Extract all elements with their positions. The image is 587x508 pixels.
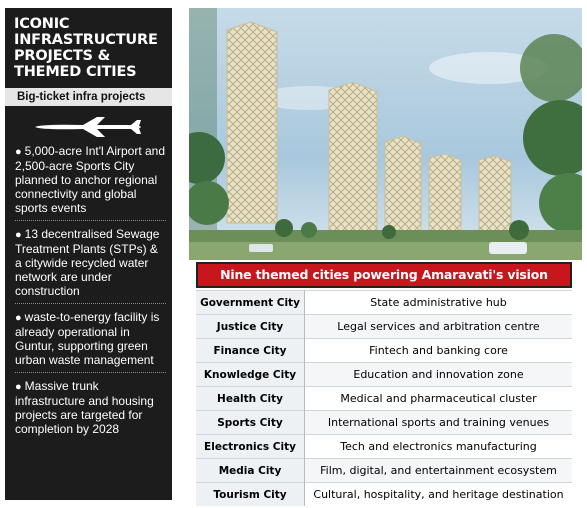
point-text: 13 decentralised Sewage Treatment Plants… — [15, 227, 160, 298]
cities-table: Government City State administrative hub … — [196, 290, 572, 506]
points-list: ● 5,000-acre Int'l Airport and 2,500-acre… — [5, 138, 172, 441]
city-desc: Cultural, hospitality, and heritage dest… — [304, 482, 572, 506]
city-desc: Film, digital, and entertainment ecosyst… — [304, 458, 572, 483]
city-desc: Legal services and arbitration centre — [304, 314, 572, 339]
table-row: Health City Medical and pharmaceutical cl… — [196, 386, 572, 411]
skyline-image — [189, 8, 582, 260]
city-desc: Fintech and banking core — [304, 338, 572, 363]
city-name: Finance City — [196, 338, 305, 363]
table-row: Tourism City Cultural, hospitality, and h… — [196, 482, 572, 506]
subheading: Big-ticket infra projects — [5, 88, 172, 106]
title-line-4: THEMED CITIES — [14, 64, 137, 80]
point-text: Massive trunk infrastructure and housing… — [15, 379, 154, 436]
list-item: ● waste-to-energy facility is already ope… — [15, 304, 166, 373]
table-row: Justice City Legal services and arbitrati… — [196, 314, 572, 339]
list-item: ● 13 decentralised Sewage Treatment Plant… — [15, 221, 166, 304]
title-line-3: PROJECTS & — [14, 48, 111, 64]
list-item: ● 5,000-acre Int'l Airport and 2,500-acre… — [15, 138, 166, 221]
list-item: ● Massive trunk infrastructure and housin… — [15, 379, 154, 436]
table-heading: Nine themed cities powering Amaravati's … — [196, 262, 572, 288]
city-name: Government City — [196, 290, 305, 315]
city-name: Tourism City — [196, 482, 305, 506]
themed-cities-table: Nine themed cities powering Amaravati's … — [196, 262, 572, 506]
city-skyline-illustration — [189, 8, 582, 260]
city-desc: Tech and electronics manufacturing — [304, 434, 572, 459]
city-name: Electronics City — [196, 434, 305, 459]
city-desc: Medical and pharmaceutical cluster — [304, 386, 572, 411]
table-row: Media City Film, digital, and entertainme… — [196, 458, 572, 483]
city-name: Health City — [196, 386, 305, 411]
table-row: Sports City International sports and trai… — [196, 410, 572, 435]
sidebar-title: ICONIC INFRASTRUCTURE PROJECTS & THEMED … — [5, 8, 172, 80]
table-row: Electronics City Tech and electronics man… — [196, 434, 572, 459]
title-line-2: INFRASTRUCTURE — [14, 32, 158, 48]
city-desc: International sports and training venues — [304, 410, 572, 435]
city-desc: Education and innovation zone — [304, 362, 572, 387]
airplane-icon — [35, 117, 141, 137]
title-line-1: ICONIC — [14, 16, 70, 32]
table-row: Knowledge City Education and innovation z… — [196, 362, 572, 387]
city-name: Knowledge City — [196, 362, 305, 387]
point-text: waste-to-energy facility is already oper… — [15, 310, 160, 367]
city-desc: State administrative hub — [304, 290, 572, 315]
city-name: Sports City — [196, 410, 305, 435]
city-name: Justice City — [196, 314, 305, 339]
table-row: Finance City Fintech and banking core — [196, 338, 572, 363]
infra-sidebar: ICONIC INFRASTRUCTURE PROJECTS & THEMED … — [5, 8, 172, 500]
city-name: Media City — [196, 458, 305, 483]
point-text: 5,000-acre Int'l Airport and 2,500-acre … — [15, 144, 166, 215]
table-row: Government City State administrative hub — [196, 290, 572, 315]
